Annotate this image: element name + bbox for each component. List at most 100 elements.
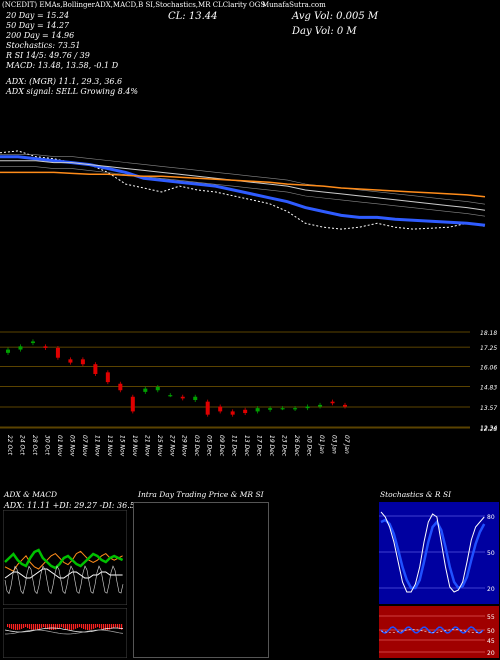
- macd-histogram-bar: [101, 624, 103, 630]
- candle-body: [180, 396, 185, 399]
- date-axis-label: 11 Dec: [231, 435, 238, 457]
- macd-histogram-bar: [115, 624, 117, 628]
- macd-histogram-bar: [117, 624, 119, 629]
- rsi-axis-label: 55: [487, 614, 495, 621]
- macd-histogram-bar: [7, 624, 9, 627]
- minus-di-line: [4, 550, 123, 572]
- ema50-label: 50 Day = 14.27: [6, 21, 70, 30]
- macd-histogram-bar: [23, 624, 25, 629]
- macd-histogram-bar: [113, 624, 115, 628]
- date-axis-label: 22 Oct: [6, 435, 13, 456]
- macd-histogram-bar: [11, 624, 13, 629]
- date-axis-label: 11 Nov: [93, 435, 100, 457]
- series-line-price: [0, 150, 486, 230]
- date-axis-label: 05 Nov: [68, 435, 75, 457]
- macd-histogram-bar: [75, 624, 77, 629]
- date-axis-label: 17 Dec: [256, 435, 263, 457]
- candle-body: [68, 359, 73, 363]
- date-axis-label: 19 Nov: [131, 435, 138, 457]
- date-axis-label: 29 Nov: [181, 435, 188, 457]
- macd-histogram-bar: [99, 624, 101, 629]
- band-line: [0, 166, 486, 217]
- macd-histogram-bar: [61, 624, 63, 628]
- stoch-panel-title: Stochastics & R SI: [380, 490, 452, 499]
- macd-label: MACD: 13.48, 13.58, -0.1 D: [6, 61, 119, 70]
- day-volume-label: Day Vol: 0 M: [292, 26, 357, 37]
- date-axis-label: 19 Dec: [268, 435, 275, 457]
- date-axis-label: 13 Dec: [243, 435, 250, 457]
- candle-body: [105, 372, 110, 383]
- band-line: [0, 154, 486, 205]
- candle-body: [205, 401, 210, 415]
- macd-histogram-bar: [93, 624, 95, 629]
- date-axis-label: 09 Dec: [218, 435, 225, 457]
- macd-histogram-bar: [45, 624, 47, 629]
- date-axis-label: 26 Dec: [293, 435, 300, 457]
- macd-histogram-bar: [17, 624, 19, 630]
- date-axis-label: 25 Nov: [156, 435, 163, 457]
- candle-body: [280, 408, 285, 410]
- date-axis-label: 13 Nov: [106, 435, 113, 457]
- macd-panel: [3, 608, 127, 658]
- series-line-ema-50: [0, 160, 486, 211]
- date-axis-label: 01 Nov: [56, 435, 63, 457]
- macd-histogram-bar: [121, 624, 123, 630]
- avg-volume-label: Avg Vol: 0.005 M: [292, 11, 379, 22]
- macd-histogram-bar: [9, 624, 11, 629]
- macd-histogram-bar: [81, 624, 83, 629]
- macd-histogram-bar: [15, 624, 17, 630]
- date-axis-label: 03 Jan: [331, 435, 338, 454]
- macd-histogram-bar: [89, 624, 91, 630]
- candle-body: [193, 396, 198, 401]
- macd-histogram-bar: [83, 624, 85, 630]
- price-axis-label: 16.06: [480, 364, 497, 371]
- date-axis-label: 28 Oct: [31, 435, 38, 456]
- date-axis-label: 03 Dec: [193, 435, 200, 457]
- rsi-line: [380, 626, 484, 634]
- price-ema-chart: [0, 150, 486, 230]
- macd-histogram-bar: [53, 624, 55, 630]
- date-axis-label: 30 Oct: [43, 435, 50, 456]
- macd-histogram-bar: [31, 624, 33, 630]
- macd-histogram-bar: [71, 624, 73, 630]
- macd-histogram-bar: [107, 624, 109, 630]
- macd-histogram-bar: [55, 624, 57, 630]
- rsi-axis-label: 20: [487, 650, 495, 657]
- macd-histogram-bar: [79, 624, 81, 628]
- adx-lines: [4, 548, 124, 595]
- series-line-ema-20: [0, 155, 486, 227]
- macd-histogram-bar: [35, 624, 37, 630]
- candle-body: [268, 408, 273, 410]
- macd-histogram-bar: [21, 624, 23, 629]
- header-link[interactable]: MunafaSutra.com: [262, 1, 326, 9]
- candle-body: [293, 408, 298, 410]
- header-tags: (NCEDIT) EMAs,BollingerADX,MACD,B SI,Sto…: [2, 1, 266, 9]
- macd-histogram-bar: [105, 624, 107, 630]
- date-axis-label: 24 Oct: [19, 435, 26, 456]
- macd-histogram-bar: [109, 624, 111, 630]
- adx-panel-title: ADX & MACD: [4, 490, 58, 499]
- macd-histogram-bar: [119, 624, 121, 630]
- intraday-panel-title: Intra Day Trading Price & MR SI: [138, 490, 264, 499]
- stoch-lines: [380, 511, 486, 593]
- date-axis-label: 05 Dec: [206, 435, 213, 457]
- ema-lines: [0, 150, 486, 230]
- candle-grid: [0, 331, 470, 429]
- date-axis-label: 07 Jan: [343, 435, 350, 454]
- stochastics-label: Stochastics: 73.51: [6, 41, 81, 50]
- date-axis-label: 01 Jan: [318, 435, 325, 454]
- stoch-panel: 80 50 20: [379, 502, 499, 604]
- macd-histogram-bar: [41, 624, 43, 628]
- stoch-axis-label: 80: [487, 514, 495, 521]
- macd-histogram-bar: [59, 624, 61, 628]
- macd-histogram-bar: [69, 624, 71, 630]
- candle-body: [343, 404, 347, 407]
- macd-histogram-bar: [19, 624, 21, 630]
- macd-signal-line: [5, 629, 124, 635]
- mrsi-line: [380, 629, 484, 633]
- candle-body: [230, 411, 235, 415]
- adx-oscillation: [4, 565, 124, 595]
- price-axis-label: 18.18: [480, 330, 497, 337]
- macd-histogram-bar: [43, 624, 45, 628]
- candle-body: [18, 346, 23, 350]
